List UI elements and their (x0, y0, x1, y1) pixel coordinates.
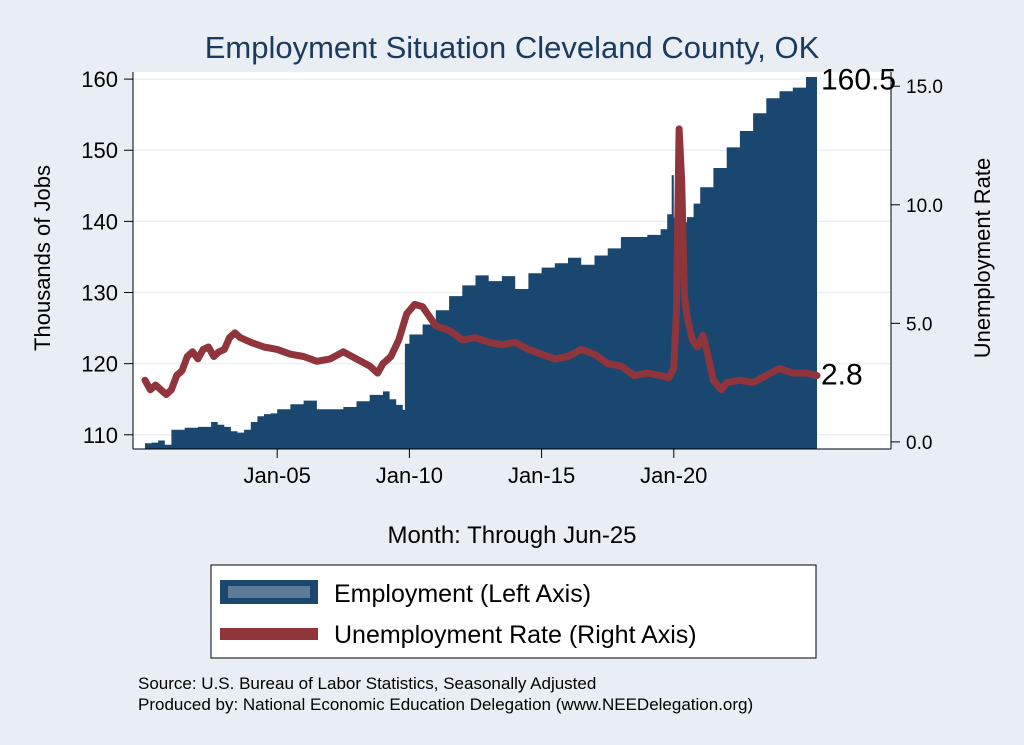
x-tick-label-Jan-15: Jan-15 (508, 463, 575, 488)
y-tick-label-left-160: 160 (81, 67, 118, 92)
y-tick-label-left-110: 110 (83, 423, 118, 448)
y-tick-label-left-120: 120 (81, 352, 118, 377)
end-label-unemployment: 2.8 (821, 358, 863, 391)
footer-produced-by: Produced by: National Economic Education… (138, 695, 753, 714)
y-tick-label-right-0.0: 0.0 (906, 433, 932, 454)
end-labels: 160.5 2.8 (821, 64, 896, 392)
x-tick-label-Jan-10: Jan-10 (376, 463, 443, 488)
footer-source: Source: U.S. Bureau of Labor Statistics,… (138, 674, 596, 693)
y-tick-label-right-10.0: 10.0 (906, 196, 943, 217)
legend-swatch-employment-inner (228, 586, 310, 598)
end-label-employment: 160.5 (821, 64, 896, 97)
y-tick-label-right-5.0: 5.0 (906, 314, 932, 335)
legend-swatch-unemployment (220, 628, 318, 640)
y-tick-label-right-15.0: 15.0 (906, 77, 943, 98)
x-tick-label-Jan-05: Jan-05 (244, 463, 311, 488)
tick-labels: 110 120 130 140 150 160 0.0 5.0 10.0 15.0 Jan-05 Ja… (81, 67, 943, 488)
y-axis-right-label: Unemployment Rate (970, 158, 995, 359)
employment-area (145, 75, 817, 449)
y-tick-label-left-150: 150 (81, 138, 118, 163)
x-axis-label: Month: Through Jun-25 (387, 522, 636, 549)
legend: Employment (Left Axis) Unemployment Rate… (210, 564, 817, 659)
employment-area-layer (145, 75, 817, 449)
unemployment-line-layer (141, 125, 821, 398)
y-axis-left-label: Thousands of Jobs (30, 165, 55, 351)
axes (124, 72, 900, 458)
y-tick-label-left-130: 130 (81, 281, 118, 306)
legend-label-employment: Employment (Left Axis) (334, 580, 591, 608)
legend-label-unemployment: Unemployment Rate (Right Axis) (334, 621, 697, 649)
y-tick-label-left-140: 140 (81, 209, 118, 234)
chart-title: Employment Situation Cleveland County, O… (205, 30, 820, 65)
x-tick-label-Jan-20: Jan-20 (640, 463, 707, 488)
unemployment-line (141, 125, 821, 398)
